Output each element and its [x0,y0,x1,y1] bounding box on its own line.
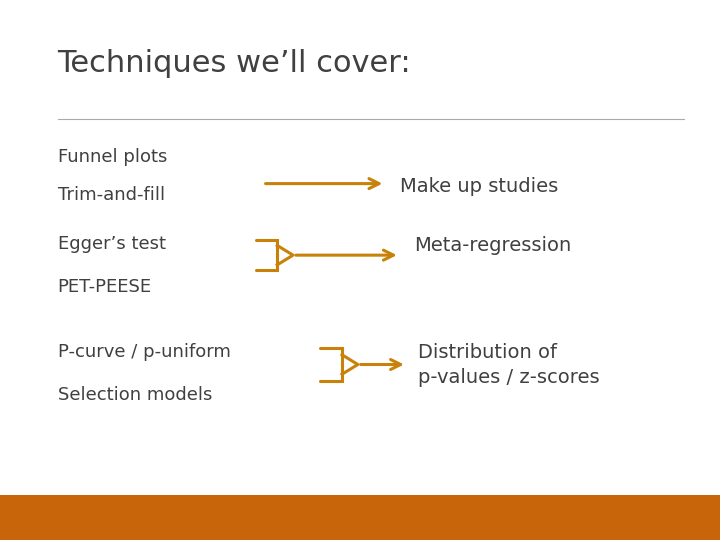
Text: P-curve / p-uniform: P-curve / p-uniform [58,343,230,361]
Text: Distribution of
p-values / z-scores: Distribution of p-values / z-scores [418,343,599,387]
Text: Meta-regression: Meta-regression [414,236,571,255]
Text: Trim-and-fill: Trim-and-fill [58,186,165,204]
Bar [0,495,720,540]
Text: Selection models: Selection models [58,386,212,404]
Text: Techniques we’ll cover:: Techniques we’ll cover: [58,49,411,78]
Text: Funnel plots: Funnel plots [58,148,167,166]
Text: Make up studies: Make up studies [400,177,558,196]
Text: PET-PEESE: PET-PEESE [58,278,152,296]
Text: Egger’s test: Egger’s test [58,235,166,253]
